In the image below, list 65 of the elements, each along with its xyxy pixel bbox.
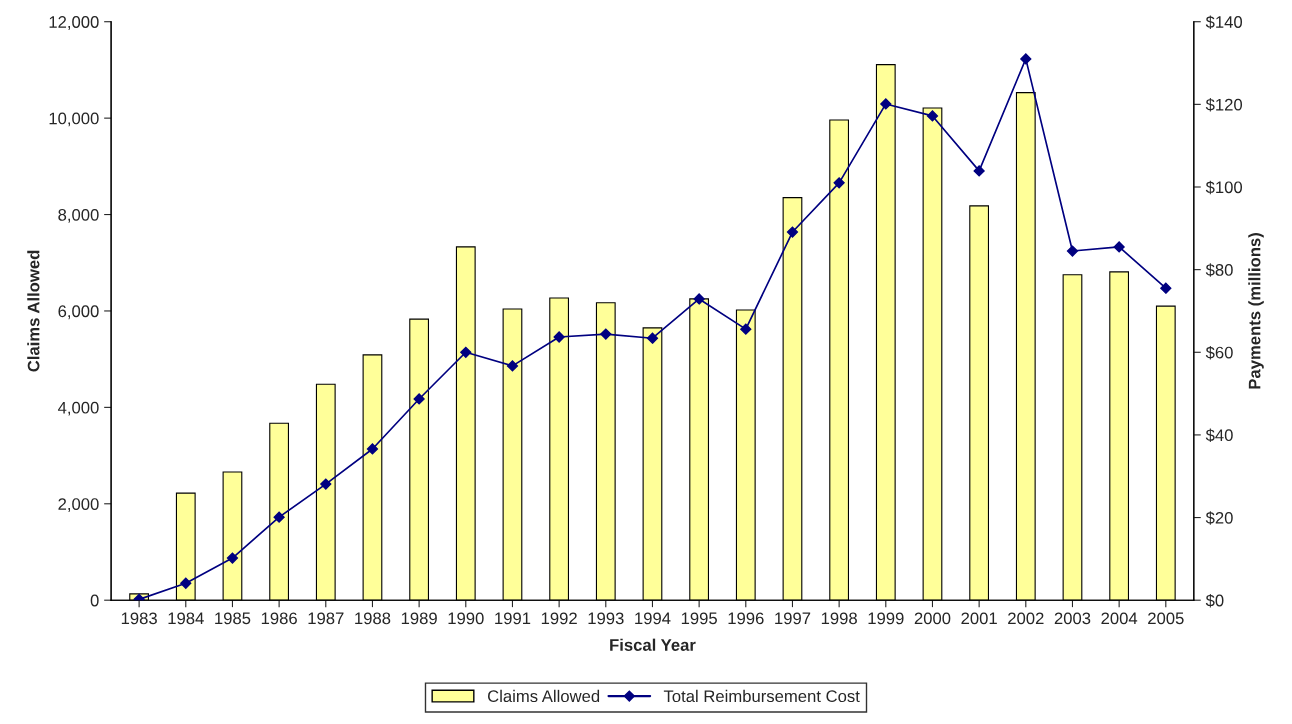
point <box>460 346 472 358</box>
x-tick-label: 1998 <box>821 612 857 625</box>
point <box>1160 282 1172 294</box>
y2-tick-label: $80 <box>1205 263 1233 277</box>
y2-axis-title: Payments (millions) <box>1248 233 1264 389</box>
x-tick-label: 1985 <box>215 612 251 625</box>
point <box>646 332 659 344</box>
point <box>786 226 799 238</box>
x-tick-label: 1991 <box>495 612 531 625</box>
x-tick-label: 2000 <box>914 612 951 625</box>
point <box>693 293 705 305</box>
x-tick-label: 1992 <box>541 612 577 625</box>
y-tick-label: 2,000 <box>58 498 99 512</box>
y2-tick-label: $120 <box>1205 98 1243 112</box>
point <box>553 331 565 343</box>
y-tick-label: 4,000 <box>57 401 99 416</box>
point <box>740 323 752 335</box>
x-tick-label: 1993 <box>588 612 624 625</box>
x-tick-label: 2001 <box>961 612 997 625</box>
legend-label: Total Reimbursement Cost <box>663 689 860 703</box>
x-tick-label: 2004 <box>1101 612 1138 625</box>
y2-tick-label: $60 <box>1205 345 1233 360</box>
y-axis-title: Claims Allowed <box>27 250 40 372</box>
point <box>833 177 845 189</box>
y-tick-label: 12,000 <box>49 16 99 30</box>
point <box>226 552 239 564</box>
y2-tick-label: $140 <box>1205 15 1243 29</box>
x-tick-label: 1984 <box>168 612 204 625</box>
y-tick-label: 10,000 <box>49 112 99 127</box>
x-tick-label: 1995 <box>681 612 717 625</box>
y2-tick-label: $100 <box>1205 180 1243 195</box>
point <box>413 393 425 405</box>
x-tick-label: 1994 <box>635 612 671 625</box>
point <box>320 478 332 490</box>
x-tick-label: 1983 <box>121 612 157 625</box>
y2-tick-label: $0 <box>1205 593 1224 608</box>
x-tick-label: 1996 <box>728 612 764 625</box>
point <box>880 98 892 110</box>
point <box>926 110 939 122</box>
x-tick-label: 1988 <box>355 612 391 625</box>
point <box>366 443 379 455</box>
x-tick-label: 1999 <box>868 612 904 625</box>
legend-label: Claims Allowed <box>488 689 600 703</box>
y-tick-label: 6,000 <box>58 305 99 320</box>
x-axis-title: Fiscal Year <box>610 638 696 651</box>
x-tick-label: 2002 <box>1008 612 1044 625</box>
point <box>600 328 612 340</box>
x-tick-label: 1997 <box>775 612 811 625</box>
x-tick-label: 2005 <box>1148 612 1184 625</box>
y2-tick-label: $20 <box>1205 511 1233 525</box>
x-tick-label: 1987 <box>308 612 344 625</box>
point <box>180 577 192 589</box>
x-tick-label: 1990 <box>448 612 484 625</box>
x-tick-label: 1986 <box>261 612 297 625</box>
point <box>506 360 519 372</box>
point <box>1113 241 1125 253</box>
point <box>1066 245 1079 257</box>
point <box>1020 53 1032 65</box>
x-tick-label: 2003 <box>1054 612 1091 625</box>
x-tick-label: 1989 <box>401 612 437 625</box>
y2-tick-label: $40 <box>1205 428 1233 443</box>
point <box>973 165 985 177</box>
y-tick-label: 8,000 <box>58 208 99 223</box>
point <box>273 511 285 523</box>
y-tick-label: 0 <box>90 594 99 607</box>
